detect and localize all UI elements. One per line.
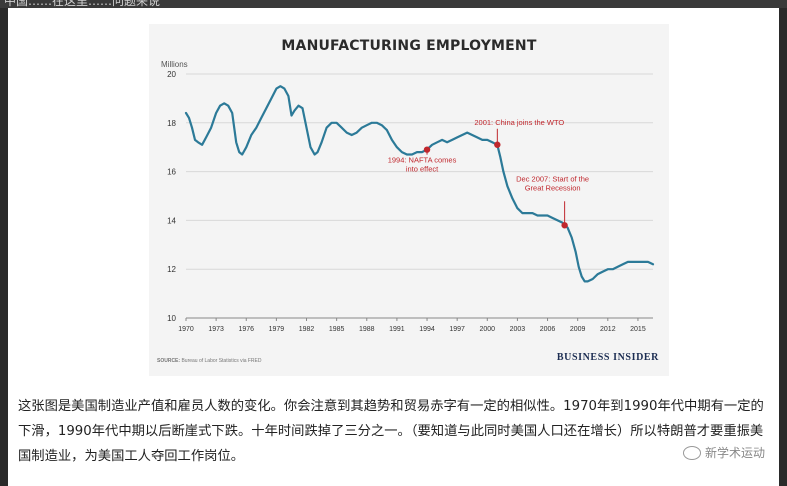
y-tick-label: 18 xyxy=(167,119,176,128)
top-fragment-text: 中国……在这里……问题来说 xyxy=(4,0,161,8)
x-tick-label: 2000 xyxy=(480,326,496,333)
annotation-label: Dec 2007: Start of the xyxy=(516,174,589,183)
annotation-label: 1994: NAFTA comes xyxy=(388,156,457,165)
annotation-label: into effect xyxy=(406,165,439,174)
chart-card: MANUFACTURING EMPLOYMENT Millions 10 12 14… xyxy=(149,24,669,376)
y-tick-label: 16 xyxy=(167,168,176,177)
x-tick-label: 1991 xyxy=(389,326,405,333)
article-page: MANUFACTURING EMPLOYMENT Millions 10 12 14… xyxy=(8,8,779,486)
x-tick-label: 1970 xyxy=(178,326,194,333)
annotation-label: 2001: China joins the WTO xyxy=(474,118,564,127)
wechat-watermark: 新学术运动 xyxy=(682,444,765,461)
x-tick-label: 1973 xyxy=(208,326,224,333)
x-tick-label: 1988 xyxy=(359,326,375,333)
employment-series-line xyxy=(184,85,655,283)
manufacturing-employment-chart: 10 12 14 16 18 20 1970 1973 1976 1979 1982 1985 1988… xyxy=(167,70,655,333)
x-tick-label: 1976 xyxy=(238,326,254,333)
source-text: Bureau of Labor Statistics via FRED xyxy=(181,358,262,364)
caption-paragraph: 这张图是美国制造业产值和雇员人数的变化。你会注意到其趋势和贸易赤字有一定的相似性… xyxy=(18,399,764,464)
annotation-marker xyxy=(494,141,501,148)
annotation-label: Great Recession xyxy=(525,183,581,192)
x-tick-label: 2003 xyxy=(510,326,526,333)
x-tick-label: 1985 xyxy=(329,326,345,333)
y-tick-label: 10 xyxy=(167,314,176,323)
x-tick-label: 1994 xyxy=(419,326,435,333)
chart-title: MANUFACTURING EMPLOYMENT xyxy=(281,38,537,54)
watermark-text: 新学术运动 xyxy=(704,446,765,460)
source-note: SOURCE: Bureau of Labor Statistics via F… xyxy=(157,358,262,364)
x-tick-label: 1979 xyxy=(269,326,285,333)
top-cropped-text: 中国……在这里……问题来说 xyxy=(0,0,787,8)
annotation-marker xyxy=(423,146,431,153)
wechat-icon xyxy=(682,445,701,460)
y-tick-label: 14 xyxy=(167,216,176,225)
x-tick-label: 2012 xyxy=(600,326,616,333)
business-insider-logo: BUSINESS INSIDER xyxy=(556,352,659,363)
x-tick-label: 1997 xyxy=(449,326,465,333)
source-label: SOURCE: xyxy=(157,358,181,364)
x-tick-label: 1982 xyxy=(299,326,315,333)
y-tick-label: 20 xyxy=(167,70,176,79)
y-tick-label: 12 xyxy=(167,265,176,274)
y-axis-label: Millions xyxy=(161,60,188,69)
x-tick-label: 2015 xyxy=(630,326,646,333)
x-tick-label: 2006 xyxy=(540,326,556,333)
x-tick-label: 2009 xyxy=(570,326,586,333)
annotation-marker xyxy=(561,222,568,229)
